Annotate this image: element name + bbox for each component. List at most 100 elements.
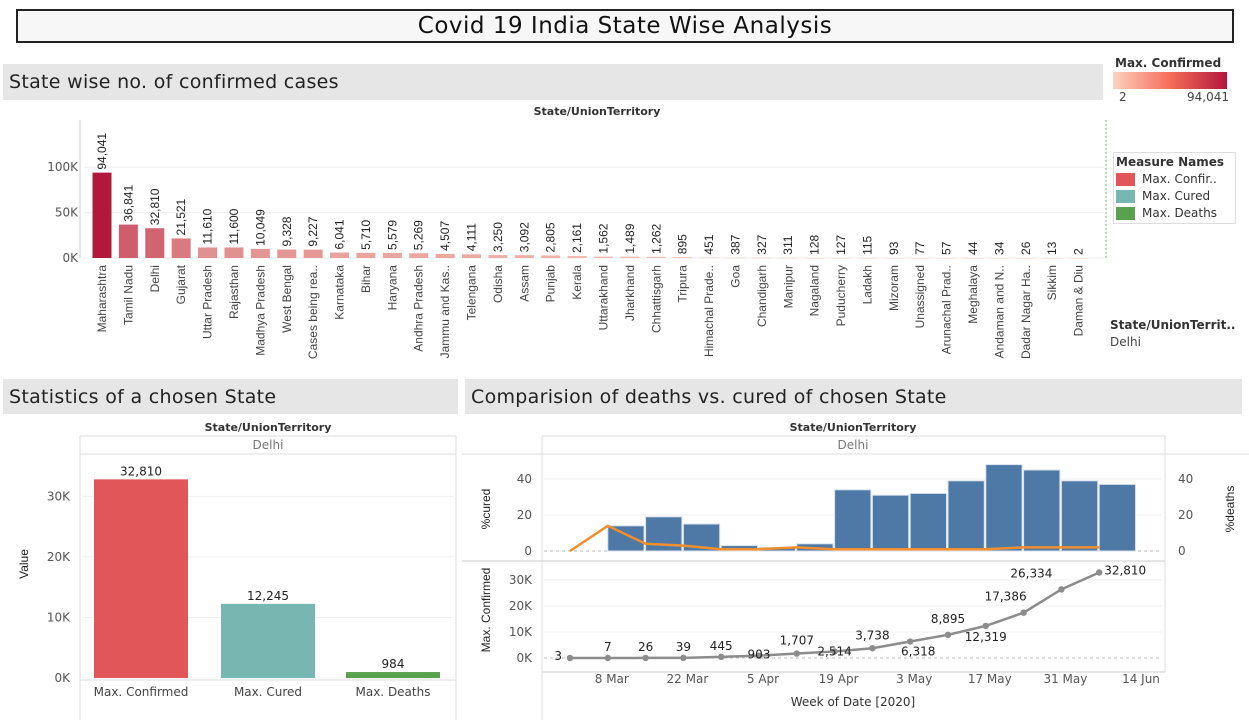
chart4-value-label: 32,810: [1104, 563, 1146, 577]
chart4-value-label: 39: [676, 640, 691, 654]
chart1-bar: [752, 257, 772, 259]
state-filter[interactable]: State/UnionTerrit.. Delhi: [1110, 318, 1246, 349]
chart1-value-label: 1,489: [623, 223, 637, 253]
chart1-category-label: Tamil Nadu: [121, 265, 135, 325]
chart4-point: [831, 648, 838, 655]
chart3-deaths-line: [569, 524, 1100, 553]
chart1-category-label: Kerala: [570, 265, 584, 300]
chart4-point: [1058, 586, 1065, 593]
chart1-category-label: Jammu and Kas..: [438, 265, 452, 358]
chart2-header: State/UnionTerritory: [205, 421, 332, 434]
chart2-value-label: 984: [382, 657, 405, 671]
chart1-value-label: 5,710: [359, 219, 373, 249]
section-title-top: State wise no. of confirmed cases: [9, 71, 339, 93]
chart4-value-label: 903: [748, 648, 771, 662]
chart4-x-tick: 14 Jun: [1122, 672, 1160, 686]
chart4-value-label: 26: [638, 640, 653, 654]
chart1-value-label: 451: [702, 234, 716, 254]
chart1-bar: [1069, 257, 1089, 259]
chart1-bar: [488, 255, 508, 258]
chart4-value-label: 3: [554, 649, 562, 663]
chart4-y-tick: 0K: [516, 651, 533, 665]
chart4-point: [869, 645, 876, 652]
chart4-x-label: Week of Date [2020]: [791, 695, 915, 709]
legend-label-confirmed: Max. Confir..: [1142, 172, 1217, 186]
chart4-point: [1020, 609, 1027, 616]
chart4-point: [642, 654, 649, 662]
chart4-point: [944, 631, 952, 639]
chart1-bar: [646, 256, 666, 258]
chart3-cured-bar: [985, 464, 1023, 552]
chart4-value-label: 6,318: [901, 645, 935, 659]
legend-swatch-deaths: [1116, 206, 1135, 220]
chart3-y-tick: 0: [524, 544, 532, 558]
chart4-point: [680, 654, 687, 662]
chart1-category-label: Jharkhand: [623, 265, 637, 321]
chart3-cured-bar: [1098, 483, 1137, 552]
chart2-category-label: Max. Cured: [234, 685, 302, 699]
chart1-y-tick: 50K: [55, 206, 79, 220]
chart1-value-label: 127: [834, 235, 848, 255]
chart4-value-label: 445: [710, 639, 733, 653]
chart4-value-label: 2,514: [817, 644, 851, 658]
chart1-bar: [277, 249, 297, 258]
chart1-bar: [435, 253, 455, 258]
chart1-bar: [1042, 257, 1062, 259]
legend-item-deaths[interactable]: Max. Deaths: [1116, 206, 1233, 220]
chart2-category-label: Max. Confirmed: [94, 685, 189, 699]
chart4-point: [718, 653, 725, 661]
chart1-bar: [514, 255, 534, 258]
chart1-category-label: Sikkim: [1045, 265, 1059, 300]
chart1-category-label: Haryana: [385, 265, 399, 311]
chart1-value-label: 2,161: [570, 223, 584, 253]
measure-legend-title: Measure Names: [1116, 155, 1225, 169]
chart1-bar: [356, 252, 376, 258]
chart1-category-label: Odisha: [491, 265, 505, 303]
chart1-value-label: 2,805: [544, 222, 558, 252]
chart1-category-label: Andhra Pradesh: [412, 265, 426, 352]
chart4-y-tick: 30K: [509, 573, 533, 587]
color-legend[interactable]: Max. Confirmed 2 94,041: [1113, 56, 1233, 104]
chart1-bar: [831, 257, 851, 259]
chart1-bar: [198, 247, 218, 258]
chart3-cured-bar: [834, 489, 872, 552]
legend-item-confirmed[interactable]: Max. Confir..: [1116, 172, 1233, 186]
legend-item-cured[interactable]: Max. Cured: [1116, 189, 1233, 203]
chart3-cured-bar: [871, 494, 910, 552]
measure-names-legend[interactable]: Measure Names Max. Confir.. Max. Cured M…: [1113, 152, 1236, 224]
chart4-y-label: Max. Confirmed: [479, 568, 493, 653]
state-filter-value[interactable]: Delhi: [1110, 335, 1141, 349]
chart3-y-tick: 20: [517, 508, 532, 522]
chart1-bar: [250, 248, 270, 258]
chart1-bar: [330, 252, 350, 258]
chart4-x-tick: 19 Apr: [819, 672, 859, 686]
legend-label-deaths: Max. Deaths: [1142, 206, 1217, 220]
dashboard-title: Covid 19 India State Wise Analysis: [417, 13, 833, 39]
chart1-category-label: Arunachal Prad..: [940, 265, 954, 354]
chart3-cured-bar: [1023, 469, 1061, 552]
chart4-value-label: 3,738: [855, 628, 889, 642]
chart2-y-label: Value: [17, 549, 31, 579]
chart1-category-label: Cases being rea..: [306, 265, 320, 359]
chart1-value-label: 11,610: [201, 208, 215, 244]
chart1-value-label: 26: [1019, 241, 1033, 255]
chart1-bar: [620, 256, 640, 258]
chart4-point: [755, 652, 763, 659]
chart1-bar: [541, 255, 561, 258]
chart1-category-label: Meghalaya: [966, 265, 980, 324]
chart1-category-label: Maharashtra: [95, 265, 109, 333]
chart1-category-label: Goa: [728, 265, 742, 288]
chart1-category-label: Delhi: [148, 265, 162, 292]
chart1-category-label: Bihar: [359, 265, 373, 293]
chart1-category-label: Andaman and N..: [992, 265, 1006, 358]
chart1-value-label: 387: [728, 234, 742, 254]
color-legend-gradient: [1113, 72, 1227, 89]
chart4-value-label: 1,707: [780, 634, 814, 648]
chart4-point: [1096, 569, 1103, 576]
chart1-bar: [963, 257, 983, 259]
legend-label-cured: Max. Cured: [1142, 189, 1211, 203]
chart2-value-label: 32,810: [120, 464, 162, 478]
chart1-category-label: Punjab: [544, 265, 558, 303]
chart1-value-label: 895: [676, 234, 690, 254]
chart4-x-tick: 22 Mar: [667, 672, 709, 686]
